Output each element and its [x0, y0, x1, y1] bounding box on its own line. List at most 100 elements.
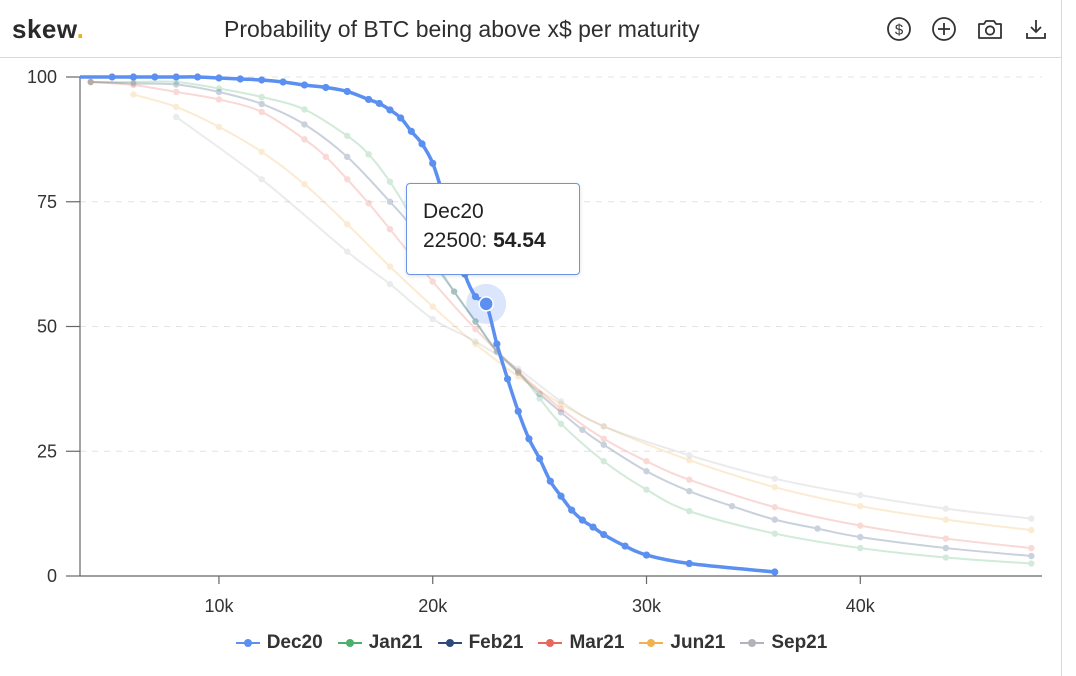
legend-item-jun21[interactable]: Jun21 [638, 632, 725, 654]
data-point[interactable] [386, 178, 394, 185]
data-point[interactable] [557, 398, 565, 405]
data-point[interactable] [386, 263, 394, 270]
data-point[interactable] [215, 88, 223, 96]
data-point[interactable] [365, 200, 372, 207]
series-feb21[interactable] [87, 78, 1035, 560]
data-point[interactable] [942, 554, 949, 561]
data-point[interactable] [814, 525, 821, 532]
hover-point[interactable] [478, 296, 494, 312]
data-point[interactable] [215, 96, 223, 103]
data-point[interactable] [557, 400, 565, 408]
data-point[interactable] [173, 113, 180, 121]
data-point[interactable] [344, 176, 351, 183]
data-point[interactable] [621, 542, 629, 550]
data-point[interactable] [557, 405, 565, 413]
data-point[interactable] [151, 73, 159, 81]
data-point[interactable] [472, 318, 479, 325]
data-point[interactable] [600, 458, 607, 465]
data-point[interactable] [343, 87, 351, 96]
data-point[interactable] [472, 340, 479, 348]
data-point[interactable] [643, 468, 650, 475]
download-button[interactable] [1021, 14, 1051, 44]
data-point[interactable] [279, 78, 287, 86]
data-point[interactable] [173, 88, 180, 96]
data-point[interactable] [258, 148, 265, 156]
data-point[interactable] [258, 76, 266, 84]
data-point[interactable] [258, 176, 265, 183]
data-point[interactable] [1028, 552, 1035, 560]
data-point[interactable] [471, 292, 480, 301]
data-point[interactable] [344, 248, 351, 255]
data-point[interactable] [493, 340, 501, 348]
data-point[interactable] [87, 78, 94, 86]
data-point[interactable] [365, 95, 373, 104]
data-point[interactable] [515, 368, 522, 375]
currency-toggle-button[interactable]: $ [884, 14, 914, 44]
data-point[interactable] [857, 533, 864, 541]
data-point[interactable] [258, 108, 265, 116]
data-point[interactable] [589, 523, 597, 531]
data-point[interactable] [771, 516, 778, 523]
data-point[interactable] [386, 198, 394, 205]
data-point[interactable] [344, 132, 351, 140]
data-point[interactable] [344, 153, 351, 161]
data-point[interactable] [686, 487, 693, 495]
data-point[interactable] [1028, 526, 1035, 534]
data-point[interactable] [418, 140, 426, 148]
data-point[interactable] [130, 91, 137, 98]
legend-item-dec20[interactable]: Dec20 [235, 632, 323, 654]
data-point[interactable] [515, 368, 522, 375]
data-point[interactable] [215, 85, 223, 92]
data-point[interactable] [600, 441, 607, 448]
data-point[interactable] [130, 78, 137, 86]
data-point[interactable] [397, 114, 405, 122]
data-point[interactable] [536, 390, 543, 398]
data-point[interactable] [515, 373, 522, 380]
data-point[interactable] [557, 409, 565, 416]
data-point[interactable] [686, 476, 693, 483]
add-button[interactable] [929, 14, 959, 44]
data-point[interactable] [173, 103, 180, 111]
data-point[interactable] [515, 365, 522, 373]
data-point[interactable] [236, 75, 244, 83]
data-point[interactable] [728, 502, 736, 510]
data-point[interactable] [525, 435, 533, 443]
data-point[interactable] [942, 505, 949, 512]
legend-item-sep21[interactable]: Sep21 [739, 632, 827, 654]
data-point[interactable] [568, 506, 576, 514]
series-mar21[interactable] [87, 78, 1035, 552]
data-point[interactable] [685, 559, 693, 568]
data-point[interactable] [429, 315, 436, 323]
data-point[interactable] [686, 457, 693, 464]
data-point[interactable] [600, 423, 607, 430]
data-point[interactable] [642, 551, 651, 559]
data-point[interactable] [503, 375, 512, 383]
data-point[interactable] [771, 568, 779, 576]
data-point[interactable] [600, 435, 607, 442]
data-point[interactable] [386, 106, 394, 114]
data-point[interactable] [258, 100, 265, 108]
data-point[interactable] [129, 73, 138, 81]
data-point[interactable] [557, 492, 565, 500]
data-point[interactable] [1028, 560, 1035, 567]
series-sep21[interactable] [173, 113, 1035, 522]
data-point[interactable] [429, 159, 437, 167]
data-point[interactable] [407, 127, 415, 135]
data-point[interactable] [472, 318, 479, 325]
series-dec20[interactable] [79, 73, 779, 576]
data-point[interactable] [1028, 544, 1035, 552]
data-point[interactable] [857, 502, 864, 510]
data-point[interactable] [771, 503, 778, 511]
data-point[interactable] [429, 303, 436, 310]
data-point[interactable] [173, 78, 180, 86]
data-point[interactable] [108, 73, 116, 81]
data-point[interactable] [515, 369, 522, 377]
data-point[interactable] [557, 420, 565, 428]
data-point[interactable] [771, 475, 778, 482]
data-point[interactable] [536, 395, 543, 402]
data-point[interactable] [771, 530, 778, 537]
data-point[interactable] [215, 123, 223, 131]
data-point[interactable] [472, 338, 479, 345]
data-point[interactable] [643, 458, 650, 465]
data-point[interactable] [578, 516, 586, 524]
